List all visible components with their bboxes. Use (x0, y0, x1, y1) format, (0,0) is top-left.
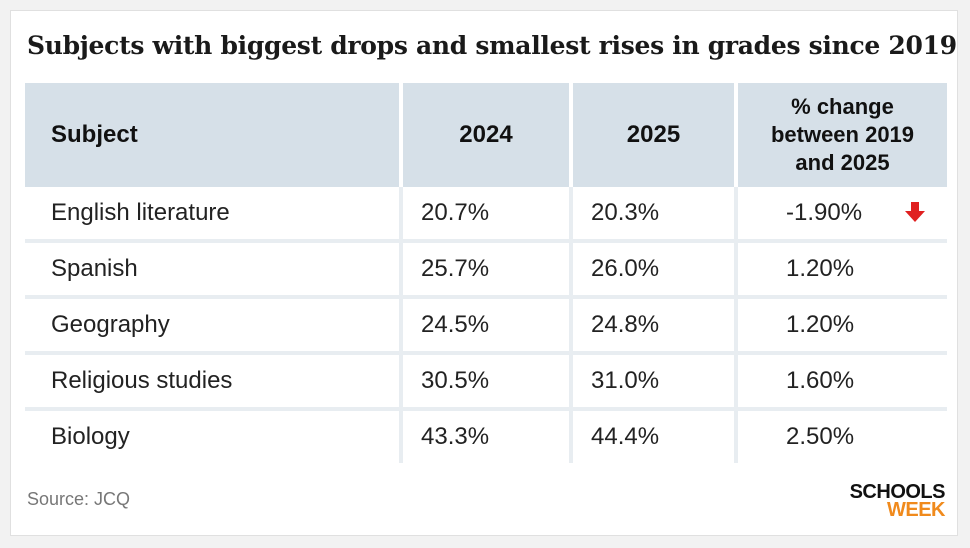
cell-2025: 26.0% (573, 243, 738, 299)
cell-2025: 31.0% (573, 355, 738, 411)
cell-change: -1.90% (738, 187, 947, 243)
header-change: % change between 2019 and 2025 (738, 83, 947, 187)
down-arrow-icon (905, 202, 925, 222)
cell-2025: 44.4% (573, 411, 738, 463)
cell-change: 1.60% (738, 355, 947, 411)
table-header-row: Subject 2024 2025 % change between 2019 … (25, 83, 947, 187)
cell-change-value: -1.90% (786, 199, 863, 226)
header-2025: 2025 (573, 83, 738, 187)
cell-2024: 43.3% (403, 411, 573, 463)
table-row: English literature 20.7% 20.3% -1.90% (25, 187, 947, 243)
table-row: Geography 24.5% 24.8% 1.20% (25, 299, 947, 355)
header-change-line3: and 2025 (795, 150, 890, 175)
cell-change: 2.50% (786, 423, 855, 450)
cell-change: 1.20% (738, 299, 947, 355)
schools-week-logo: SCHOOLS WEEK (849, 481, 946, 521)
logo-line-2: WEEK (887, 499, 946, 521)
cell-subject: English literature (25, 187, 403, 243)
cell-2024: 30.5% (403, 355, 573, 411)
header-change-line2: between 2019 (770, 122, 915, 147)
cell-subject: Geography (25, 299, 403, 355)
data-table: Subject 2024 2025 % change between 2019 … (25, 83, 947, 463)
table-row: Spanish 25.7% 26.0% 1.20% (25, 243, 947, 299)
cell-2025: 24.8% (573, 299, 738, 355)
chart-title: Subjects with biggest drops and smallest… (27, 31, 957, 60)
table-row: Religious studies 30.5% 31.0% 1.60% (25, 355, 947, 411)
cell-2024: 20.7% (403, 187, 573, 243)
cell-subject: Spanish (25, 243, 403, 299)
cell-subject: Religious studies (25, 355, 403, 411)
cell-change: 1.20% (738, 243, 947, 299)
cell-2024: 25.7% (403, 243, 573, 299)
cell-2025: 20.3% (573, 187, 738, 243)
table-row: Biology 43.3% 44.4% 2.50% (25, 411, 947, 463)
cell-subject: Biology (25, 411, 403, 463)
header-subject: Subject (25, 83, 403, 187)
source-note: Source: JCQ (27, 489, 131, 509)
chart-card: Subjects with biggest drops and smallest… (10, 10, 958, 536)
logo-line-1: SCHOOLS (849, 481, 946, 503)
header-change-line1: % change (791, 94, 894, 119)
cell-2024: 24.5% (403, 299, 573, 355)
header-2024: 2024 (403, 83, 573, 187)
